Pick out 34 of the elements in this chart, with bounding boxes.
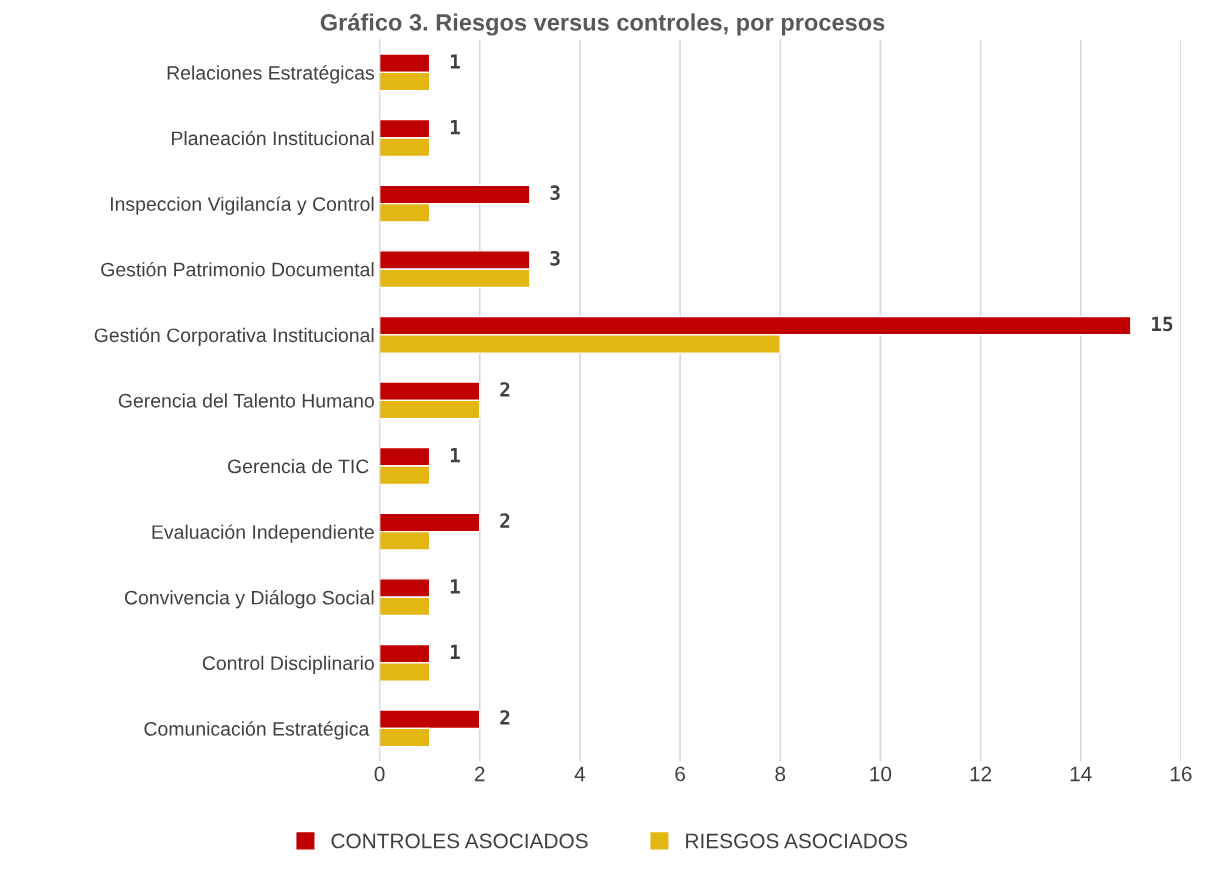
data-label: 1 (450, 448, 460, 463)
data-label: 1 (450, 120, 460, 135)
x-tick-label: 10 (870, 766, 892, 782)
y-tick-label: Gerencia de TIC (227, 458, 369, 474)
y-tick-label: Relaciones Estratégicas (167, 65, 375, 84)
data-label: 15 (1152, 316, 1173, 332)
x-tick-label: 2 (475, 766, 485, 782)
y-tick-label: Gerencia del Talento Humano (118, 393, 374, 408)
data-label: 2 (500, 382, 510, 397)
data-label: 1 (450, 579, 460, 594)
y-tick-label: Evaluación Independiente (152, 524, 374, 543)
data-label: 3 (550, 185, 560, 201)
y-tick-label: Gestión Corporativa Institucional (94, 327, 374, 346)
x-tick-label: 16 (1170, 766, 1192, 782)
y-tick-label: Planeación Institucional (172, 130, 374, 146)
data-label: 2 (500, 710, 510, 725)
x-tick-label: 6 (675, 766, 685, 782)
data-label: 1 (450, 54, 460, 69)
data-label: 3 (550, 250, 560, 266)
x-tick-label: 14 (1070, 766, 1092, 782)
y-tick-label: Control Disciplinario (202, 655, 374, 674)
x-tick-label: 0 (374, 766, 385, 782)
data-label: 1 (450, 644, 460, 659)
y-tick-label: Inspeccion Vigilancía y Control (110, 196, 374, 215)
y-tick-label: Convivencia y Diálogo Social (124, 590, 374, 609)
x-tick-label: 8 (775, 766, 786, 782)
legend-label: CONTROLES ASOCIADOS (331, 833, 588, 849)
legend-label: RIESGOS ASOCIADOS (686, 833, 907, 849)
y-tick-label: Gestión Patrimonio Documental (101, 261, 374, 277)
y-tick-label: Comunicación Estratégica (144, 721, 370, 740)
x-tick-label: 4 (574, 766, 586, 782)
chart-title: Gráfico 3. Riesgos versus controles, por procesos (320, 13, 885, 36)
x-tick-label: 12 (970, 766, 992, 782)
data-label: 2 (500, 513, 510, 528)
